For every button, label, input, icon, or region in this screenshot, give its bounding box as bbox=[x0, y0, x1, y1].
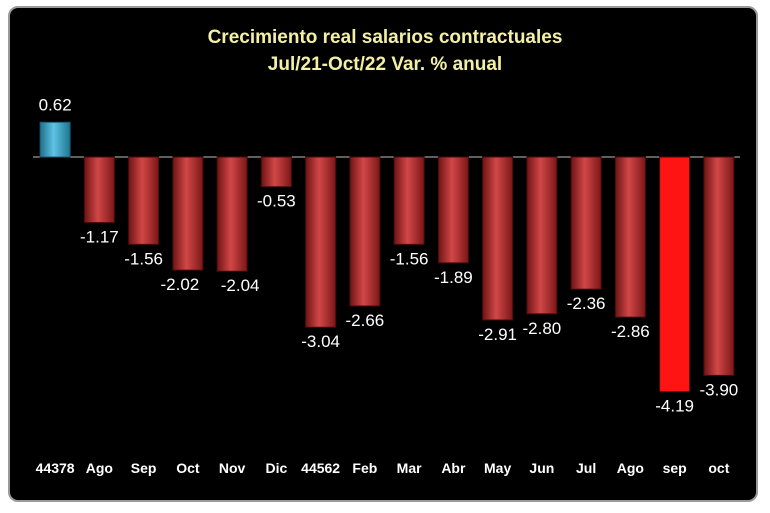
bar-7 bbox=[349, 156, 381, 307]
category-label-10: May bbox=[484, 460, 511, 476]
bar-1 bbox=[83, 156, 115, 224]
value-label-7: -2.66 bbox=[346, 311, 385, 330]
value-label-10: -2.91 bbox=[478, 325, 517, 344]
value-label-0: 0.62 bbox=[39, 95, 72, 114]
bar-10 bbox=[482, 156, 514, 321]
bar-13 bbox=[614, 156, 646, 318]
chart-title: Crecimiento real salarios contractuales bbox=[208, 27, 563, 48]
value-label-4: -2.04 bbox=[221, 276, 260, 295]
bar-6 bbox=[305, 156, 337, 328]
value-label-9: -1.89 bbox=[434, 268, 473, 287]
value-labels-group: 0.62 -1.17 -1.56 -2.02 -2.04 -0.53 -3.04 -2.66 -… bbox=[39, 95, 739, 415]
bar-0 bbox=[39, 121, 71, 158]
category-label-2: Sep bbox=[131, 460, 157, 476]
bar-5 bbox=[260, 156, 292, 188]
chart-subtitle: Jul/21-Oct/22 Var. % anual bbox=[268, 54, 502, 75]
category-label-6: 44562 bbox=[301, 460, 340, 476]
bar-12 bbox=[570, 156, 602, 290]
bar-3 bbox=[172, 156, 204, 271]
category-label-3: Oct bbox=[176, 460, 200, 476]
value-label-5: -0.53 bbox=[257, 192, 296, 211]
category-label-13: Ago bbox=[617, 460, 644, 476]
value-label-11: -2.80 bbox=[523, 319, 562, 338]
category-label-1: Ago bbox=[86, 460, 113, 476]
bar-15 bbox=[703, 156, 735, 376]
category-label-14: sep bbox=[663, 460, 687, 476]
bar-8 bbox=[393, 156, 425, 245]
value-label-13: -2.86 bbox=[611, 322, 650, 341]
category-labels-group: 44378 Ago Sep Oct Nov Dic 44562 Feb Mar Abr May Jun… bbox=[36, 460, 730, 476]
bar-11 bbox=[526, 156, 558, 315]
value-label-2: -1.56 bbox=[124, 249, 163, 268]
bar-4 bbox=[216, 156, 248, 272]
bar-14 bbox=[659, 156, 691, 393]
value-label-1: -1.17 bbox=[80, 228, 119, 247]
category-label-12: Jul bbox=[576, 460, 596, 476]
value-label-15: -3.90 bbox=[700, 380, 739, 399]
bar-9 bbox=[437, 156, 469, 264]
value-label-3: -2.02 bbox=[161, 275, 200, 294]
category-label-7: Feb bbox=[352, 460, 377, 476]
category-label-8: Mar bbox=[397, 460, 422, 476]
bar-2 bbox=[128, 156, 160, 245]
value-label-12: -2.36 bbox=[567, 294, 606, 313]
value-label-8: -1.56 bbox=[390, 249, 429, 268]
category-label-0: 44378 bbox=[36, 460, 75, 476]
category-label-11: Jun bbox=[529, 460, 554, 476]
category-label-4: Nov bbox=[219, 460, 246, 476]
category-label-15: oct bbox=[708, 460, 729, 476]
bars-group bbox=[39, 121, 735, 393]
value-label-6: -3.04 bbox=[301, 332, 340, 351]
category-label-9: Abr bbox=[441, 460, 466, 476]
category-label-5: Dic bbox=[265, 460, 287, 476]
value-label-14: -4.19 bbox=[655, 397, 694, 416]
